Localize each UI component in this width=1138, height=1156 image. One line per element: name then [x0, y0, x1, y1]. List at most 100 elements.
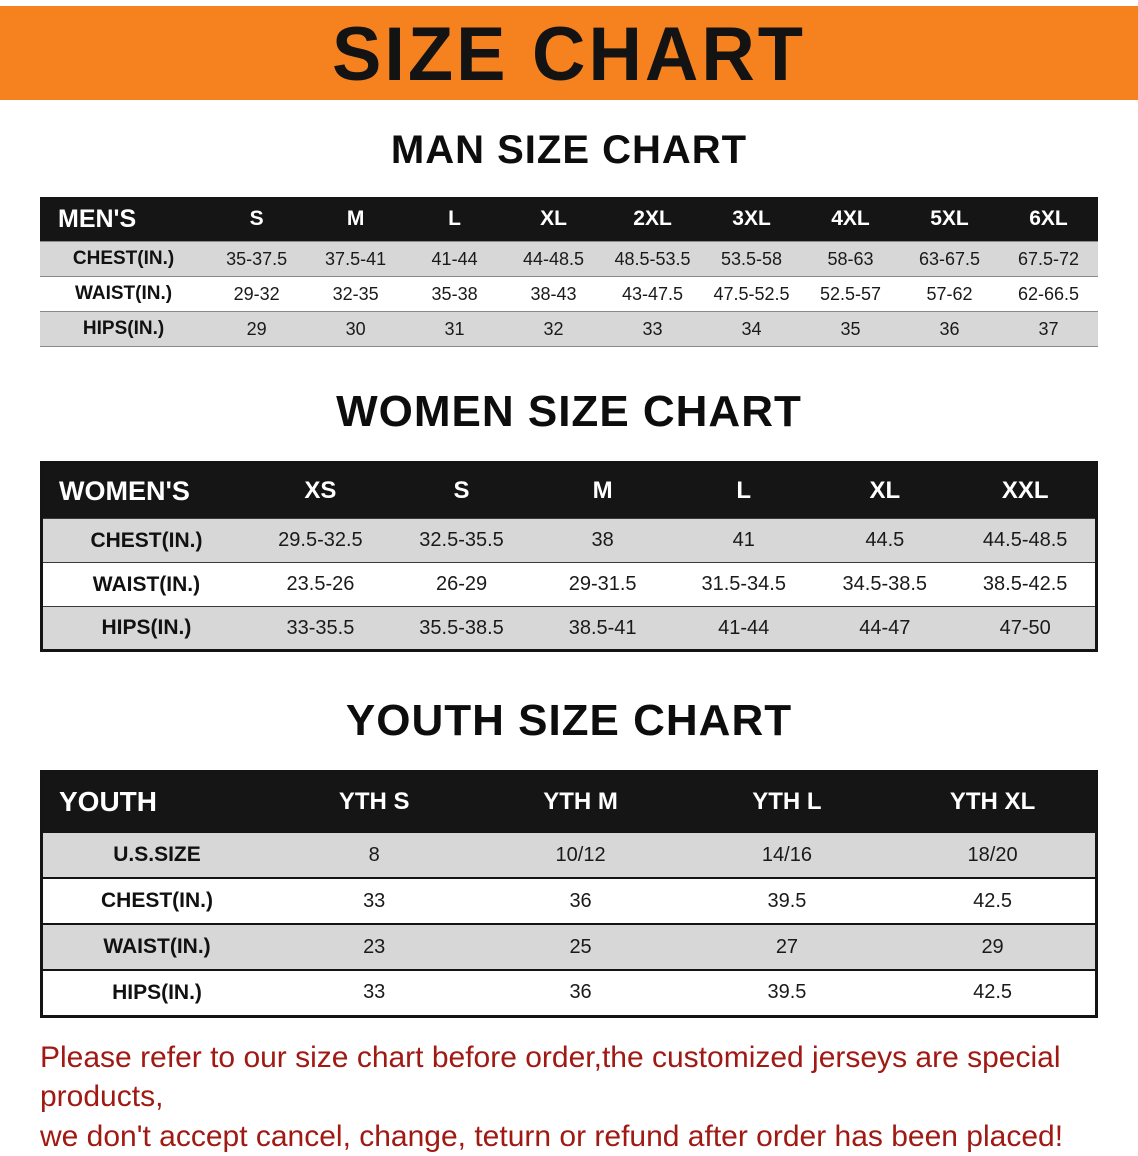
value-cell: 35.5-38.5	[391, 607, 532, 651]
size-chart-banner: SIZE CHART	[0, 6, 1138, 100]
value-cell: 29-32	[207, 277, 306, 312]
row-label-cell: HIPS(IN.)	[40, 312, 207, 347]
value-cell: 63-67.5	[900, 242, 999, 277]
value-cell: 53.5-58	[702, 242, 801, 277]
size-header-cell: S	[391, 463, 532, 519]
row-label-cell: WAIST(IN.)	[42, 563, 250, 607]
value-cell: 30	[306, 312, 405, 347]
row-label-cell: CHEST(IN.)	[42, 878, 272, 924]
size-header-cell: 4XL	[801, 197, 900, 242]
disclaimer: Please refer to our size chart before or…	[40, 1038, 1118, 1156]
value-cell: 44-47	[814, 607, 955, 651]
row-label-cell: HIPS(IN.)	[42, 607, 250, 651]
value-cell: 47-50	[955, 607, 1096, 651]
value-cell: 57-62	[900, 277, 999, 312]
table-title-cell: WOMEN'S	[42, 463, 250, 519]
value-cell: 42.5	[890, 970, 1096, 1016]
value-cell: 41	[673, 519, 814, 563]
value-cell: 33	[603, 312, 702, 347]
disclaimer-line-1: Please refer to our size chart before or…	[40, 1038, 1118, 1117]
row-label-cell: WAIST(IN.)	[40, 277, 207, 312]
value-cell: 23	[271, 924, 477, 970]
value-cell: 29.5-32.5	[250, 519, 391, 563]
value-cell: 43-47.5	[603, 277, 702, 312]
value-cell: 25	[477, 924, 683, 970]
value-cell: 62-66.5	[999, 277, 1098, 312]
value-cell: 48.5-53.5	[603, 242, 702, 277]
value-cell: 10/12	[477, 832, 683, 878]
value-cell: 14/16	[684, 832, 890, 878]
value-cell: 33-35.5	[250, 607, 391, 651]
value-cell: 8	[271, 832, 477, 878]
value-cell: 38-43	[504, 277, 603, 312]
value-cell: 29	[890, 924, 1096, 970]
value-cell: 38.5-42.5	[955, 563, 1096, 607]
value-cell: 41-44	[673, 607, 814, 651]
value-cell: 32	[504, 312, 603, 347]
value-cell: 23.5-26	[250, 563, 391, 607]
value-cell: 31.5-34.5	[673, 563, 814, 607]
size-header-cell: M	[306, 197, 405, 242]
youth-section-heading: YOUTH SIZE CHART	[0, 696, 1138, 746]
men-section-heading: MAN SIZE CHART	[0, 128, 1138, 173]
size-header-cell: YTH M	[477, 772, 683, 833]
size-header-cell: 2XL	[603, 197, 702, 242]
size-header-cell: S	[207, 197, 306, 242]
size-header-cell: XL	[504, 197, 603, 242]
value-cell: 47.5-52.5	[702, 277, 801, 312]
value-cell: 42.5	[890, 878, 1096, 924]
value-cell: 27	[684, 924, 890, 970]
value-cell: 38.5-41	[532, 607, 673, 651]
value-cell: 37	[999, 312, 1098, 347]
size-header-cell: M	[532, 463, 673, 519]
value-cell: 29	[207, 312, 306, 347]
value-cell: 32-35	[306, 277, 405, 312]
value-cell: 33	[271, 970, 477, 1016]
banner-title: SIZE CHART	[332, 9, 806, 97]
value-cell: 38	[532, 519, 673, 563]
value-cell: 39.5	[684, 878, 890, 924]
value-cell: 35-37.5	[207, 242, 306, 277]
value-cell: 52.5-57	[801, 277, 900, 312]
size-header-cell: YTH S	[271, 772, 477, 833]
size-header-cell: 3XL	[702, 197, 801, 242]
value-cell: 67.5-72	[999, 242, 1098, 277]
size-header-cell: 6XL	[999, 197, 1098, 242]
row-label-cell: CHEST(IN.)	[42, 519, 250, 563]
size-header-cell: YTH XL	[890, 772, 1096, 833]
value-cell: 33	[271, 878, 477, 924]
size-header-cell: L	[673, 463, 814, 519]
value-cell: 39.5	[684, 970, 890, 1016]
value-cell: 36	[477, 878, 683, 924]
value-cell: 37.5-41	[306, 242, 405, 277]
value-cell: 32.5-35.5	[391, 519, 532, 563]
row-label-cell: HIPS(IN.)	[42, 970, 272, 1016]
value-cell: 34	[702, 312, 801, 347]
value-cell: 41-44	[405, 242, 504, 277]
value-cell: 36	[900, 312, 999, 347]
size-header-cell: XXL	[955, 463, 1096, 519]
size-header-cell: L	[405, 197, 504, 242]
row-label-cell: U.S.SIZE	[42, 832, 272, 878]
value-cell: 58-63	[801, 242, 900, 277]
size-header-cell: XS	[250, 463, 391, 519]
disclaimer-line-2: we don't accept cancel, change, teturn o…	[40, 1117, 1118, 1156]
row-label-cell: CHEST(IN.)	[40, 242, 207, 277]
